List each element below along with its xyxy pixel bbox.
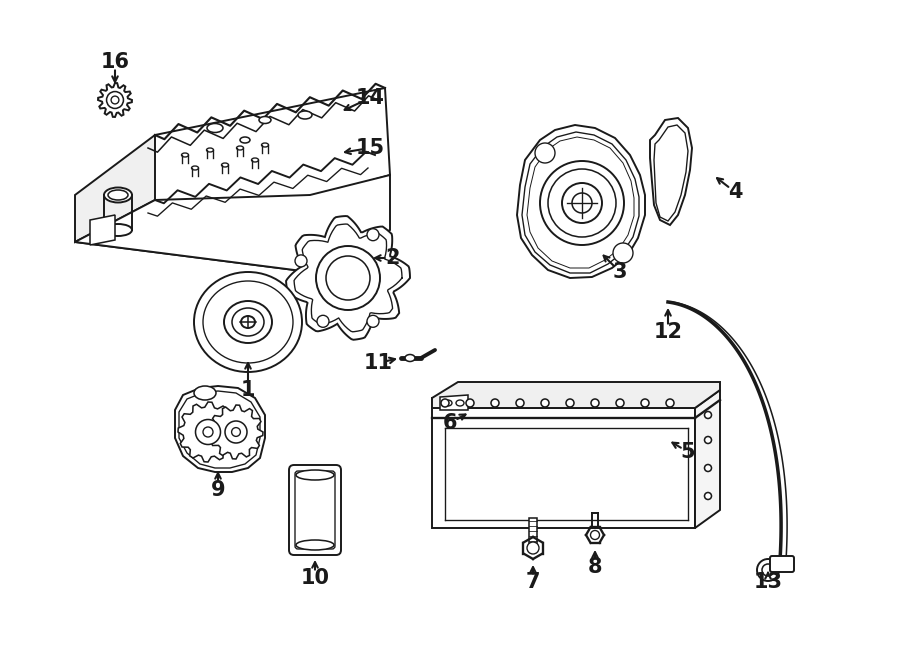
Circle shape [591,399,599,407]
Circle shape [317,315,329,327]
Text: 5: 5 [680,442,696,462]
Circle shape [195,420,220,444]
Text: 10: 10 [301,568,329,588]
Ellipse shape [237,146,244,150]
FancyBboxPatch shape [289,465,341,555]
Circle shape [516,399,524,407]
FancyBboxPatch shape [770,556,794,572]
Text: 6: 6 [443,413,457,433]
Circle shape [466,399,474,407]
Polygon shape [432,398,695,408]
Circle shape [613,243,633,263]
Ellipse shape [296,540,334,550]
Polygon shape [440,395,468,410]
Circle shape [590,531,599,539]
Circle shape [441,399,449,407]
Polygon shape [175,386,265,472]
Ellipse shape [221,163,229,167]
Circle shape [111,96,119,104]
Ellipse shape [241,316,255,328]
Text: 3: 3 [613,262,627,282]
Circle shape [616,399,624,407]
Text: 7: 7 [526,572,540,592]
Text: 16: 16 [101,52,130,72]
Circle shape [540,161,624,245]
Circle shape [203,427,213,437]
Ellipse shape [405,354,415,362]
Circle shape [562,183,602,223]
Polygon shape [517,125,645,278]
Circle shape [231,428,240,436]
Text: 4: 4 [728,182,742,202]
Text: 15: 15 [356,138,384,158]
Circle shape [541,399,549,407]
Circle shape [326,256,370,300]
Ellipse shape [224,301,272,343]
Circle shape [106,92,123,108]
Ellipse shape [194,272,302,372]
Circle shape [548,169,616,237]
Ellipse shape [251,158,258,162]
Ellipse shape [259,116,271,124]
Ellipse shape [456,400,464,406]
Circle shape [705,492,712,500]
Text: 9: 9 [211,480,225,500]
Circle shape [535,143,555,163]
Ellipse shape [104,224,132,236]
Text: 12: 12 [653,322,682,342]
FancyBboxPatch shape [295,471,335,549]
Ellipse shape [108,190,128,200]
Circle shape [666,399,674,407]
Polygon shape [90,215,115,245]
Polygon shape [650,118,692,225]
Polygon shape [432,382,720,408]
Circle shape [367,229,379,241]
Ellipse shape [182,153,188,157]
Circle shape [705,412,712,418]
Ellipse shape [444,400,452,406]
Text: 1: 1 [241,380,256,400]
Polygon shape [75,88,390,272]
Circle shape [367,315,379,327]
Ellipse shape [203,281,293,363]
Circle shape [762,564,774,576]
Polygon shape [75,135,155,242]
Ellipse shape [192,166,199,170]
FancyBboxPatch shape [529,518,537,546]
Text: 2: 2 [386,248,400,268]
Ellipse shape [296,470,334,480]
Ellipse shape [207,124,223,132]
Circle shape [641,399,649,407]
Circle shape [705,465,712,471]
Ellipse shape [104,188,132,202]
Polygon shape [209,405,263,459]
Circle shape [757,559,779,581]
Circle shape [527,542,539,554]
Ellipse shape [262,143,268,147]
Circle shape [316,246,380,310]
Text: 14: 14 [356,88,384,108]
Polygon shape [75,175,390,272]
Polygon shape [178,402,238,462]
Circle shape [225,421,247,443]
Polygon shape [432,408,695,528]
Circle shape [572,193,592,213]
Polygon shape [286,216,410,340]
Ellipse shape [206,148,213,152]
Polygon shape [98,83,132,117]
Ellipse shape [240,137,250,143]
Ellipse shape [232,308,264,336]
Polygon shape [695,390,720,528]
Text: 11: 11 [364,353,392,373]
Ellipse shape [194,386,216,400]
Ellipse shape [298,111,312,119]
Text: 8: 8 [588,557,602,577]
Text: 13: 13 [753,572,782,592]
Circle shape [295,255,307,267]
Circle shape [705,436,712,444]
Circle shape [491,399,499,407]
Circle shape [566,399,574,407]
